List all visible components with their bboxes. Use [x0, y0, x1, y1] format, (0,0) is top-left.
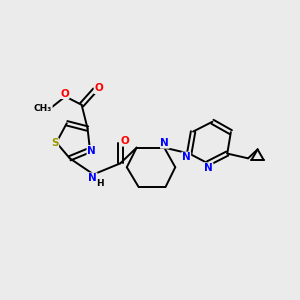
Text: S: S — [51, 138, 59, 148]
Text: N: N — [87, 146, 96, 156]
Text: O: O — [94, 83, 103, 94]
Text: H: H — [96, 179, 104, 188]
Text: O: O — [60, 88, 69, 98]
Text: O: O — [120, 136, 129, 146]
Text: N: N — [204, 163, 213, 173]
Text: N: N — [160, 138, 169, 148]
Text: N: N — [88, 173, 97, 183]
Text: N: N — [182, 152, 190, 162]
Text: CH₃: CH₃ — [34, 104, 52, 113]
